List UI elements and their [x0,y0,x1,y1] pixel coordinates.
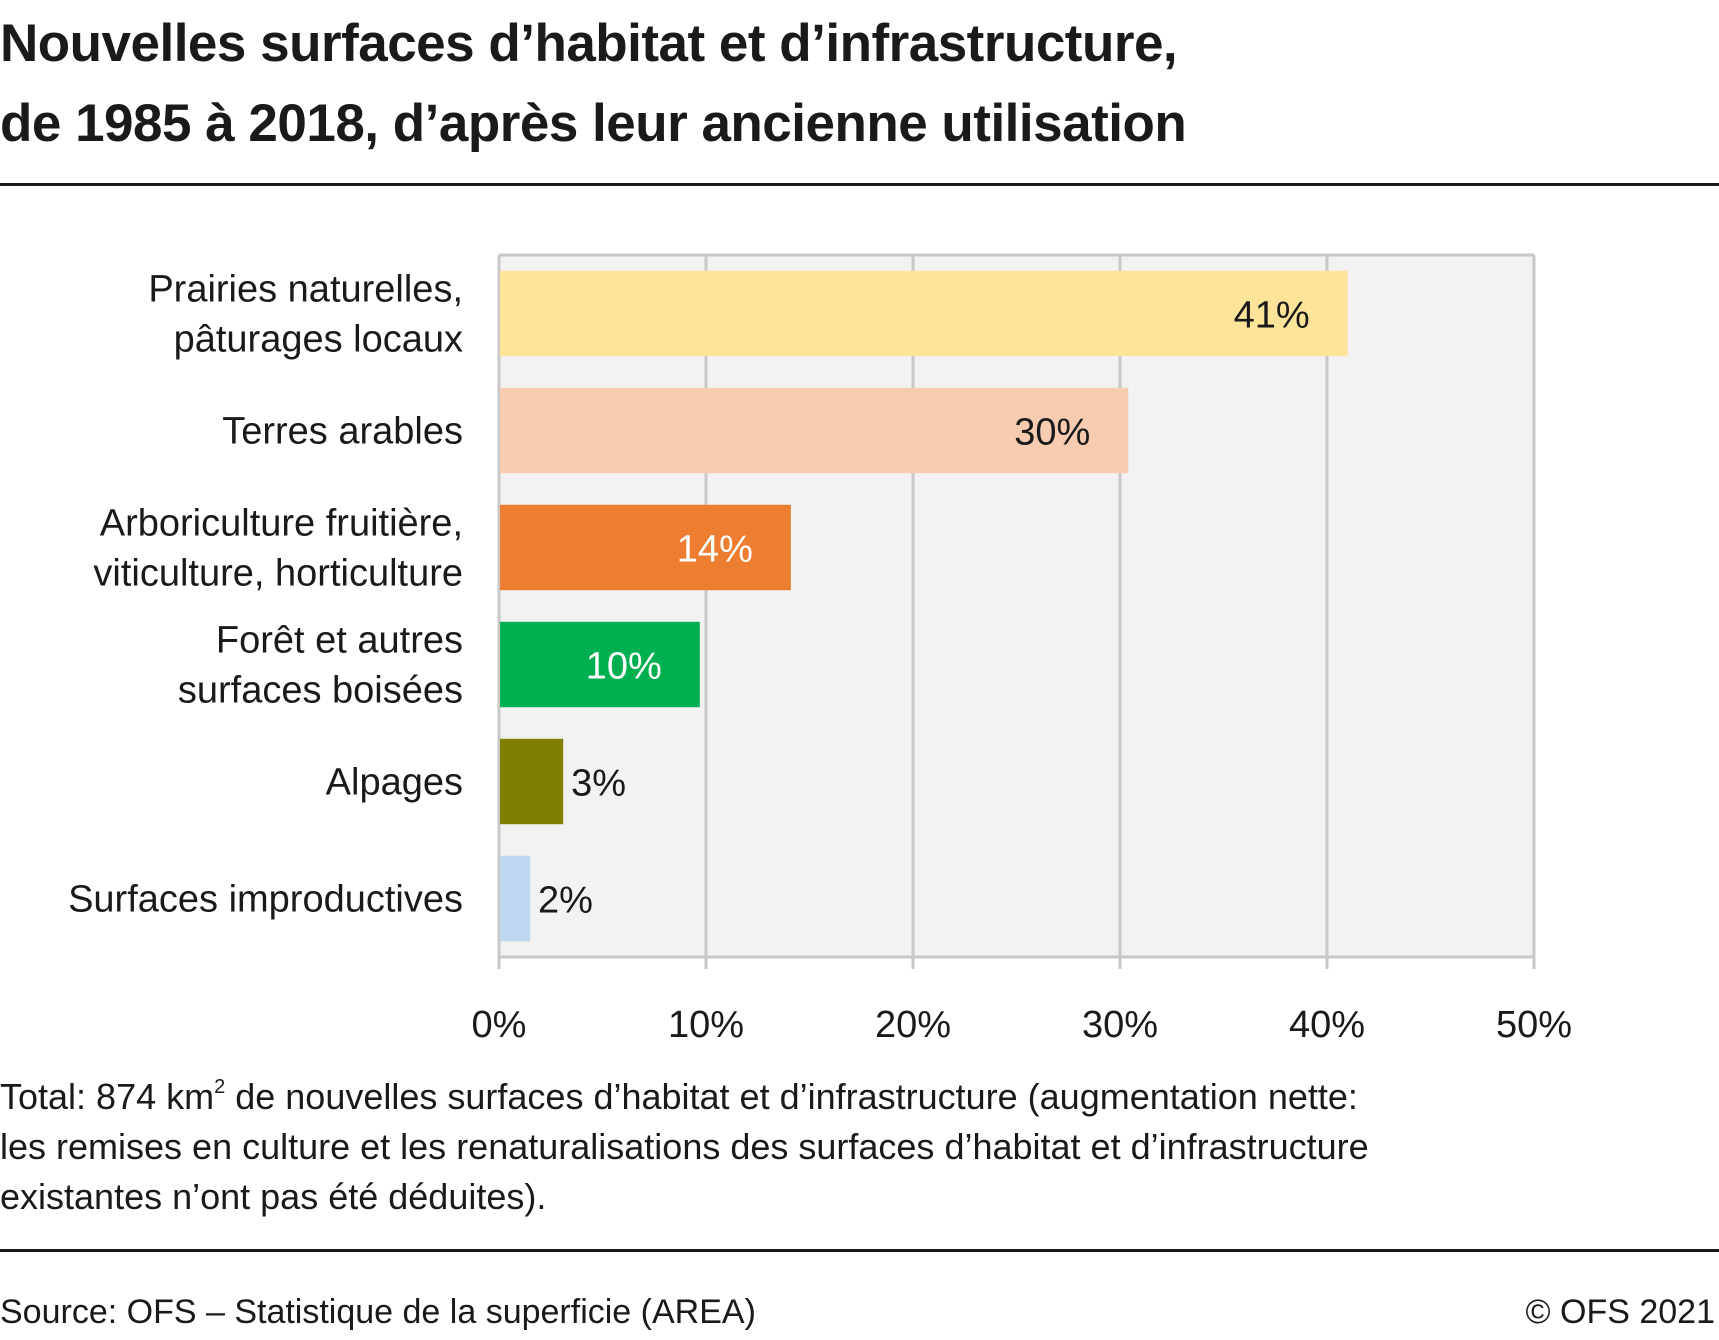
category-label: surfaces boisées [178,670,463,712]
x-tick-label: 30% [1082,1004,1158,1046]
data-label: 10% [586,646,662,688]
copyright-text: © OFS 2021 [1525,1293,1715,1331]
category-label: Prairies naturelles, [148,269,463,311]
data-label: 14% [677,529,753,571]
title-rule [0,183,1719,186]
footer-rule [0,1249,1719,1252]
bar-chart: 0% 10% 20% 30% 40% 50% 41% Prairies naturelles,… [68,253,1572,1046]
note-line-1-end: de nouvelles surfaces d’habitat et d’inf… [225,1076,1358,1117]
bar [500,855,531,942]
source-text: Source: OFS – Statistique de la superfic… [0,1293,756,1331]
x-tick-label: 10% [668,1004,744,1046]
data-label: 2% [538,880,593,922]
category-label: Terres arables [222,411,463,453]
x-tick-label: 20% [875,1004,951,1046]
bar [500,270,1348,357]
data-label: 30% [1014,412,1090,454]
note-line-2: les remises en culture et les renaturali… [0,1126,1369,1167]
chart-note: Total: 874 km2 de nouvelles surfaces d’h… [0,1072,1710,1222]
title-line-2: de 1985 à 2018, d’après leur ancienne ut… [0,94,1187,153]
data-label: 3% [571,763,626,805]
x-tick-label: 50% [1496,1004,1572,1046]
bar [500,621,700,708]
bar [500,387,1129,474]
bar [500,504,791,591]
category-label: pâturages locaux [174,319,463,361]
note-superscript: 2 [214,1076,226,1098]
bar [500,738,564,825]
chart-title: Nouvelles surfaces d’habitat et d’infras… [0,4,1719,164]
data-label: 41% [1234,295,1310,337]
category-label: Forêt et autres [216,620,463,662]
note-line-1: Total: 874 km2 de nouvelles surfaces d’h… [0,1072,1710,1122]
title-line-1: Nouvelles surfaces d’habitat et d’infras… [0,14,1178,73]
x-tick-label: 0% [472,1004,527,1046]
note-line-1-start: Total: 874 km [0,1076,215,1117]
x-tick-label: 40% [1289,1004,1365,1046]
category-label: Surfaces improductives [68,879,463,921]
category-label: Alpages [326,762,463,804]
note-line-3: existantes n’ont pas été déduites). [0,1176,547,1217]
category-label: Arboriculture fruitière, [100,503,463,545]
plot-background [499,255,1534,957]
category-label: viticulture, horticulture [93,553,463,595]
